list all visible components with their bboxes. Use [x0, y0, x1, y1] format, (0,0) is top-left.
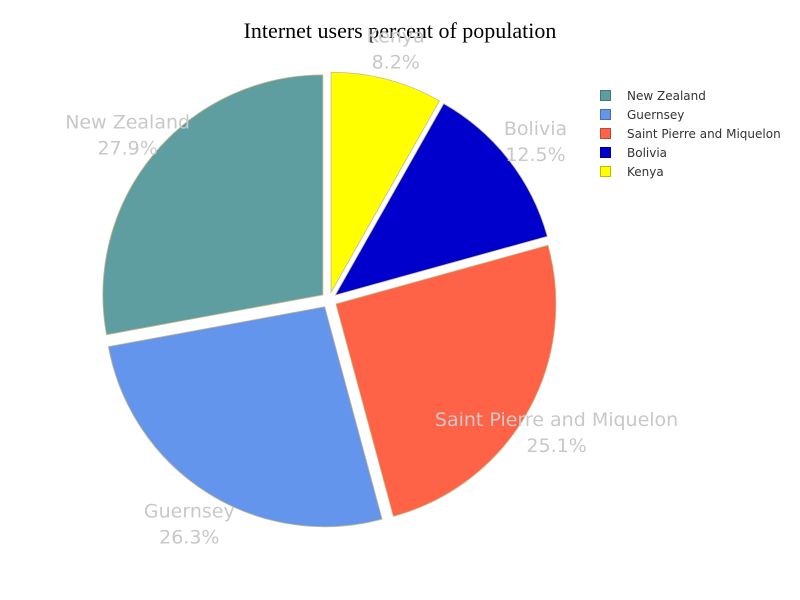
pie-slice-new-zealand[interactable] [102, 74, 324, 336]
slice-value-guernsey: 26.3% [159, 527, 219, 549]
legend-item-bolivia[interactable]: Bolivia [600, 143, 781, 162]
legend-label: Kenya [627, 164, 664, 179]
slice-value-bolivia: 12.5% [505, 144, 565, 166]
slice-value-kenya: 8.2% [372, 52, 420, 74]
slice-label-guernsey: Guernsey [144, 501, 235, 523]
slice-label-bolivia: Bolivia [504, 118, 567, 140]
legend: New Zealand Guernsey Saint Pierre and Miqu… [600, 86, 781, 181]
slice-label-new-zealand: New Zealand [65, 111, 190, 133]
legend-label: Saint Pierre and Miquelon [627, 126, 781, 141]
chart-title: Internet users percent of population [243, 18, 557, 43]
pie-slice-kenya[interactable] [330, 71, 440, 294]
legend-label: Guernsey [627, 107, 685, 122]
slice-value-new-zealand: 27.9% [97, 137, 157, 159]
legend-swatch [600, 109, 611, 120]
legend-item-saint-pierre-and-miquelon[interactable]: Saint Pierre and Miquelon [600, 124, 781, 143]
legend-item-kenya[interactable]: Kenya [600, 162, 781, 181]
slice-label-kenya: Kenya [367, 26, 425, 48]
slice-value-saint-pierre-and-miquelon: 25.1% [526, 435, 586, 457]
pie-slice-guernsey[interactable] [107, 306, 383, 528]
legend-swatch [600, 166, 611, 177]
slice-label-saint-pierre-and-miquelon: Saint Pierre and Miquelon [435, 409, 678, 431]
pie-slice-bolivia[interactable] [334, 103, 548, 296]
legend-swatch [600, 147, 611, 158]
legend-item-guernsey[interactable]: Guernsey [600, 105, 781, 124]
legend-label: New Zealand [627, 88, 706, 103]
legend-item-new-zealand[interactable]: New Zealand [600, 86, 781, 105]
legend-label: Bolivia [627, 145, 668, 160]
legend-swatch [600, 128, 611, 139]
pie-slice-saint-pierre-and-miquelon[interactable] [335, 244, 557, 517]
legend-swatch [600, 90, 611, 101]
